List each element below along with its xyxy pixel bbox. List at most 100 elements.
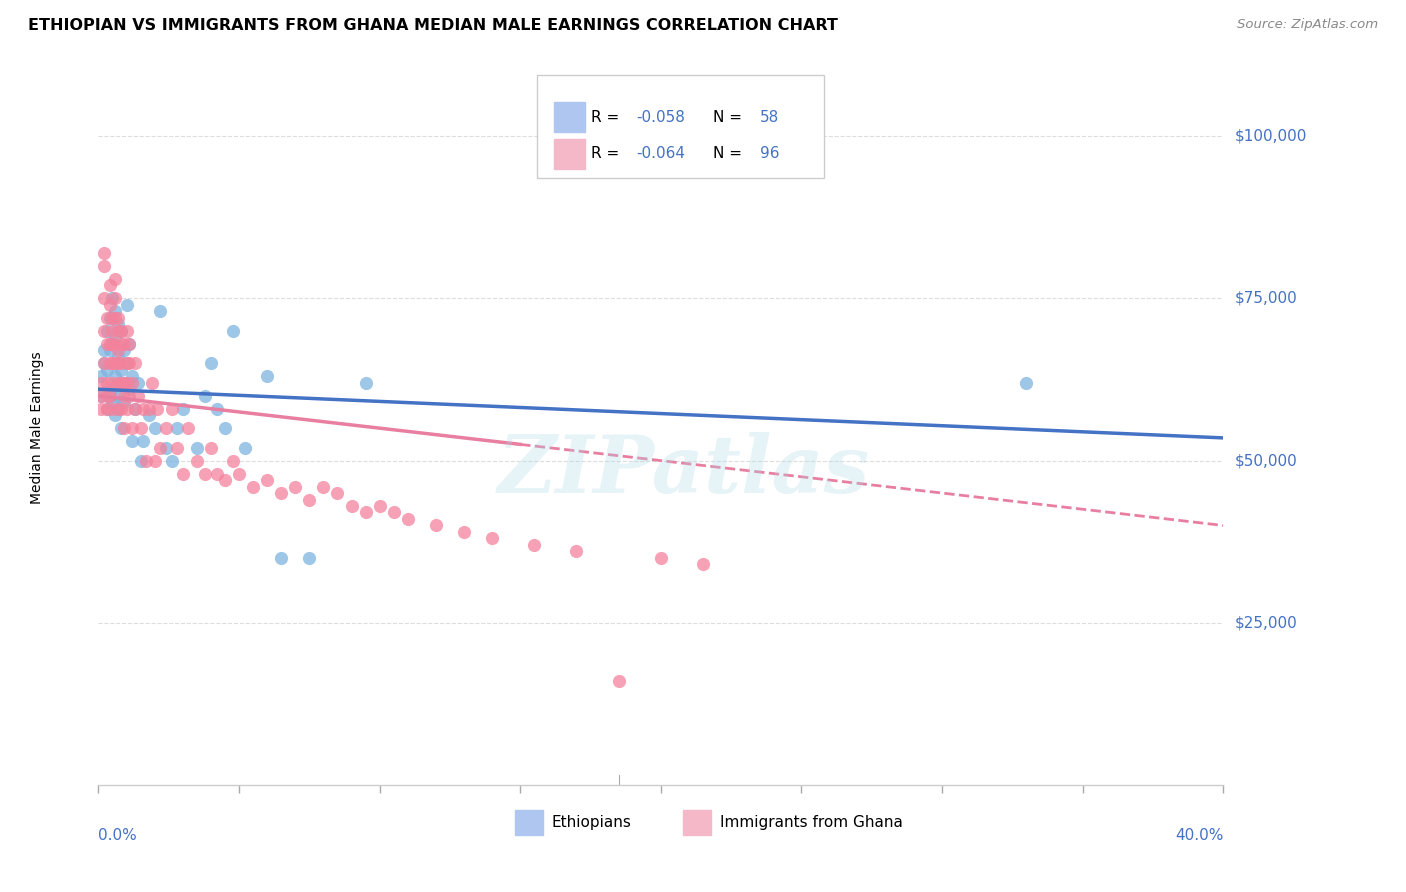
Point: [425, 518, 447, 533]
Text: N =: N =: [713, 110, 747, 125]
Point: [107, 401, 129, 416]
Text: 40.0%: 40.0%: [1175, 828, 1223, 843]
Point: [110, 324, 132, 338]
Text: 0.0%: 0.0%: [98, 828, 138, 843]
Point: [110, 421, 132, 435]
Text: 96: 96: [759, 146, 779, 161]
Point: [112, 343, 135, 358]
Point: [160, 401, 183, 416]
Point: [138, 401, 160, 416]
Point: [121, 434, 143, 449]
Point: [124, 356, 146, 370]
Point: [118, 356, 141, 370]
Point: [96, 336, 118, 351]
Point: [284, 479, 307, 493]
Point: [93, 356, 115, 370]
Point: [107, 401, 129, 416]
Point: [172, 401, 194, 416]
Point: [96, 324, 118, 338]
Point: [110, 376, 132, 390]
Point: [112, 376, 135, 390]
Point: [298, 492, 321, 507]
Point: [98, 343, 121, 358]
Point: [149, 441, 172, 455]
Point: [523, 538, 546, 552]
Point: [112, 395, 135, 409]
Point: [101, 336, 124, 351]
Point: [101, 356, 124, 370]
Point: [96, 376, 118, 390]
Point: [270, 486, 292, 500]
FancyBboxPatch shape: [554, 102, 585, 132]
Point: [214, 473, 236, 487]
Text: Ethiopians: Ethiopians: [551, 815, 631, 830]
Point: [382, 506, 405, 520]
Point: [101, 395, 124, 409]
Point: [312, 479, 335, 493]
Point: [453, 524, 475, 539]
Point: [121, 376, 143, 390]
Point: [107, 324, 129, 338]
Point: [96, 401, 118, 416]
Point: [98, 298, 121, 312]
Point: [93, 324, 115, 338]
Point: [205, 401, 228, 416]
Text: R =: R =: [591, 110, 624, 125]
Point: [98, 389, 121, 403]
Point: [98, 336, 121, 351]
Point: [110, 324, 132, 338]
Point: [107, 318, 129, 332]
Point: [107, 389, 129, 403]
Text: -0.058: -0.058: [636, 110, 685, 125]
Point: [270, 550, 292, 565]
Point: [90, 389, 112, 403]
Point: [93, 259, 115, 273]
Point: [96, 389, 118, 403]
Point: [115, 324, 138, 338]
Point: [110, 356, 132, 370]
Point: [112, 376, 135, 390]
Point: [107, 350, 129, 364]
Text: 58: 58: [759, 110, 779, 125]
Point: [354, 506, 377, 520]
Point: [115, 356, 138, 370]
Point: [222, 453, 245, 467]
Point: [135, 453, 157, 467]
FancyBboxPatch shape: [554, 138, 585, 169]
Point: [93, 292, 115, 306]
Point: [166, 441, 188, 455]
Point: [138, 408, 160, 422]
Point: [121, 369, 143, 384]
Point: [101, 336, 124, 351]
Text: N =: N =: [713, 146, 747, 161]
Point: [222, 324, 245, 338]
Point: [565, 544, 588, 558]
Point: [107, 310, 129, 325]
FancyBboxPatch shape: [537, 75, 824, 178]
Point: [129, 453, 152, 467]
Point: [242, 479, 264, 493]
Point: [650, 550, 672, 565]
Point: [194, 389, 217, 403]
Point: [110, 401, 132, 416]
Point: [132, 401, 155, 416]
Text: $100,000: $100,000: [1234, 128, 1306, 144]
Point: [104, 310, 127, 325]
Point: [177, 421, 200, 435]
Point: [132, 434, 155, 449]
Text: -0.064: -0.064: [636, 146, 685, 161]
Point: [90, 389, 112, 403]
Point: [118, 389, 141, 403]
Point: [146, 401, 169, 416]
Point: [96, 401, 118, 416]
Point: [104, 336, 127, 351]
Point: [96, 363, 118, 377]
Point: [112, 389, 135, 403]
Point: [107, 376, 129, 390]
Point: [118, 382, 141, 396]
Text: ETHIOPIAN VS IMMIGRANTS FROM GHANA MEDIAN MALE EARNINGS CORRELATION CHART: ETHIOPIAN VS IMMIGRANTS FROM GHANA MEDIA…: [28, 18, 838, 33]
Point: [101, 292, 124, 306]
Point: [104, 272, 127, 286]
Point: [98, 389, 121, 403]
Point: [90, 401, 112, 416]
